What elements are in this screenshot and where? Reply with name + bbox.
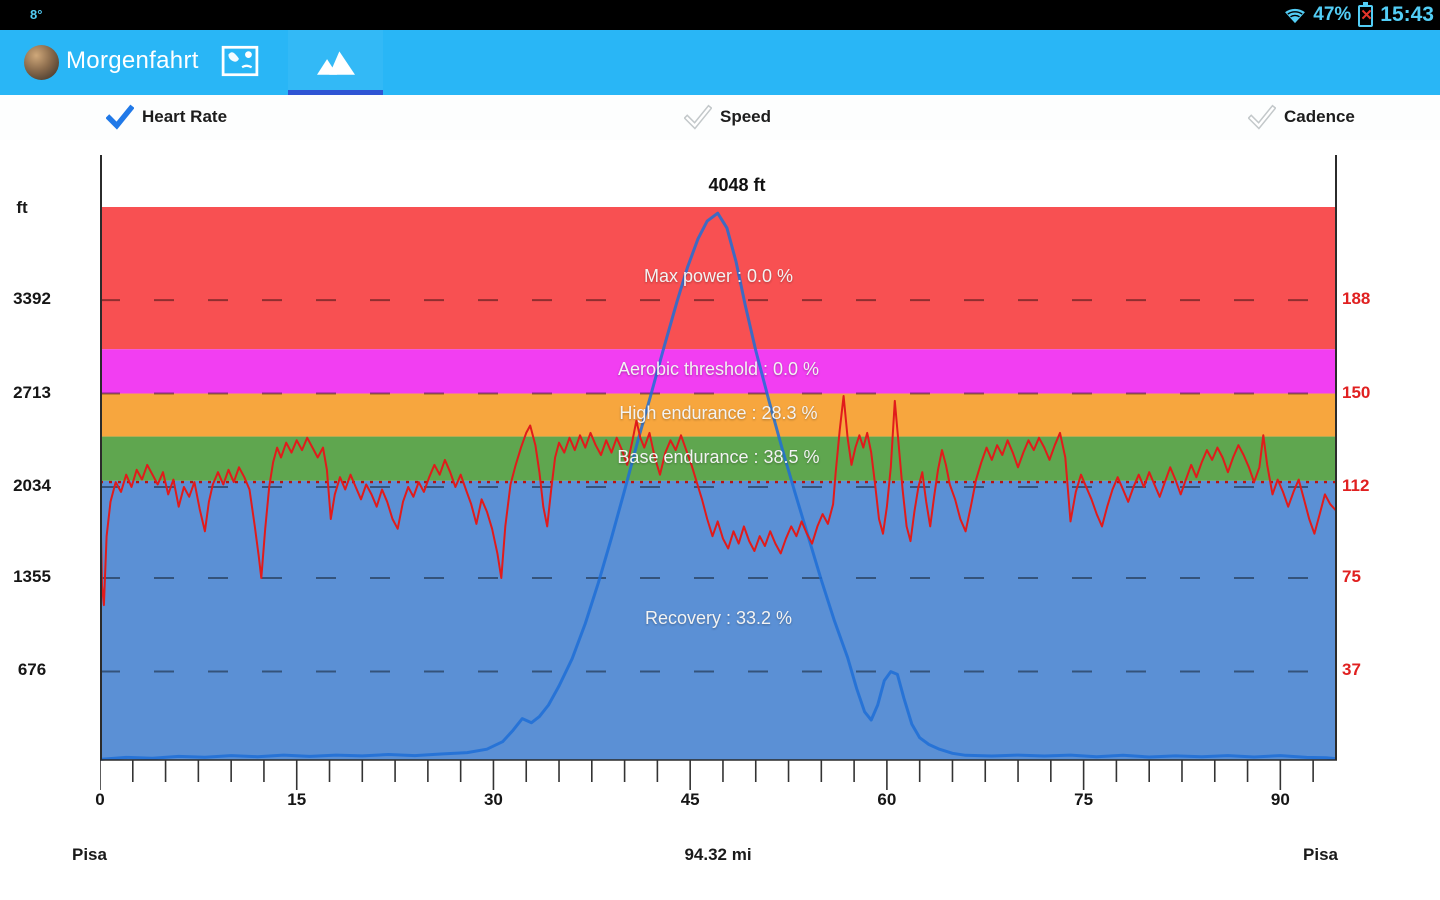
mountain-icon bbox=[316, 51, 355, 75]
total-distance-label: 94.32 mi bbox=[684, 845, 752, 864]
zone-band-max-power bbox=[100, 207, 1337, 350]
right-axis-tick-label: 150 bbox=[1342, 382, 1371, 402]
right-axis-tick-label: 37 bbox=[1342, 660, 1361, 680]
left-axis-tick-label: 3392 bbox=[13, 289, 51, 309]
status-bar: 8° 47% ✕ 15:43 bbox=[0, 0, 1440, 30]
zone-band-base-endurance bbox=[100, 436, 1337, 481]
toggle-speed[interactable]: Speed bbox=[684, 104, 771, 130]
wifi-icon bbox=[1285, 8, 1306, 24]
battery-error-icon: ✕ bbox=[1360, 6, 1373, 24]
x-tick-label: 45 bbox=[680, 790, 700, 809]
toggle-heart-rate[interactable]: Heart Rate bbox=[106, 104, 227, 130]
x-tick-label: 60 bbox=[877, 790, 897, 809]
elevation-hr-chart: ft 4048 ft Max power : 0.0 % Aerobic thr… bbox=[0, 140, 1440, 900]
tab-elevation-chart[interactable] bbox=[288, 30, 383, 95]
zone-band-aerobic-threshold bbox=[100, 349, 1337, 394]
battery-icon: ✕ bbox=[1358, 1, 1374, 27]
battery-percent: 47% bbox=[1313, 4, 1352, 25]
toggle-label: Heart Rate bbox=[142, 107, 228, 126]
active-tab-indicator bbox=[288, 90, 383, 95]
route-end-label: Pisa bbox=[1303, 845, 1338, 864]
x-tick-label: 90 bbox=[1270, 790, 1290, 809]
left-axis-unit: ft bbox=[16, 198, 28, 217]
toggle-label: Speed bbox=[720, 107, 772, 126]
clock: 15:43 bbox=[1380, 3, 1434, 26]
route-start-label: Pisa bbox=[72, 845, 107, 864]
temperature-reading: 8° bbox=[30, 7, 43, 22]
series-toggle-row: Heart Rate Speed Cadence bbox=[0, 95, 1440, 140]
avatar[interactable] bbox=[24, 45, 59, 80]
left-axis-tick-label: 676 bbox=[17, 660, 47, 680]
left-axis-tick-label: 2713 bbox=[13, 382, 51, 402]
x-tick-label: 15 bbox=[287, 790, 307, 809]
status-icons: 47% ✕ 15:43 bbox=[1284, 0, 1434, 30]
right-axis-tick-label: 112 bbox=[1342, 476, 1370, 495]
x-tick-label: 0 bbox=[95, 790, 105, 809]
map-icon bbox=[221, 45, 259, 76]
zone-band-high-endurance bbox=[100, 393, 1337, 437]
x-tick-label: 75 bbox=[1074, 790, 1094, 809]
series-elevation bbox=[100, 211, 1337, 761]
right-axis-tick-label: 188 bbox=[1342, 289, 1371, 309]
plot-area[interactable] bbox=[100, 155, 1337, 805]
toggle-cadence[interactable]: Cadence bbox=[1248, 104, 1355, 130]
app-bar: Morgenfahrt bbox=[0, 30, 1440, 95]
check-icon bbox=[684, 104, 712, 130]
series-heart_rate bbox=[100, 395, 1337, 607]
map-view-button[interactable] bbox=[220, 44, 260, 80]
check-icon bbox=[1248, 104, 1276, 130]
toggle-label: Cadence bbox=[1284, 107, 1355, 126]
left-axis-tick-label: 2034 bbox=[13, 476, 51, 495]
check-icon bbox=[106, 104, 134, 130]
right-axis-tick-label: 75 bbox=[1342, 567, 1361, 586]
x-tick-label: 30 bbox=[483, 790, 503, 809]
left-axis-tick-label: 1355 bbox=[13, 567, 51, 586]
page-title: Morgenfahrt bbox=[66, 47, 199, 74]
